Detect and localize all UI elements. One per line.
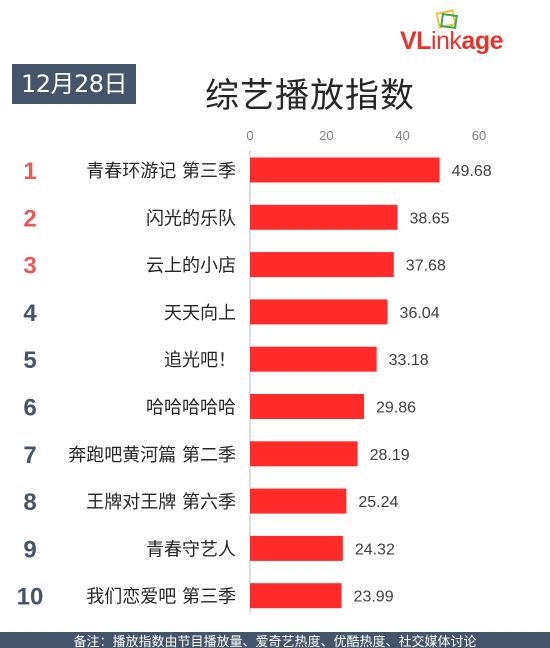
category-label: 奔跑吧黄河篇 第二季 (68, 445, 236, 466)
data-label: 29.86 (376, 400, 416, 417)
chart-title: 综艺播放指数 (205, 76, 415, 116)
bar (250, 583, 342, 609)
data-label: 25.24 (358, 494, 398, 511)
x-tick-label: 0 (246, 128, 253, 143)
data-label: 49.68 (452, 163, 492, 180)
bar (250, 346, 377, 372)
category-label: 青春守艺人 (146, 539, 236, 560)
x-tick-label: 40 (395, 128, 409, 143)
logo-mark-icon (435, 9, 458, 30)
footer-note: 备注：播放指数由节目播放量、爱奇艺热度、优酷热度、社交媒体讨论 (0, 632, 550, 648)
rank-number: 7 (23, 442, 36, 469)
rank-number: 10 (17, 584, 44, 611)
rank-number: 2 (23, 205, 36, 232)
category-label: 王牌对王牌 第六季 (86, 492, 236, 513)
bar (250, 299, 388, 325)
date-badge: 12月28日 (12, 64, 136, 104)
rank-number: 5 (23, 347, 36, 374)
category-label: 闪光的乐队 (146, 208, 236, 229)
category-label: 青春环游记 第三季 (86, 161, 236, 182)
bar (250, 157, 440, 183)
rank-number: 1 (23, 158, 36, 185)
data-label: 33.18 (389, 352, 429, 369)
data-label: 28.19 (370, 447, 410, 464)
rank-number: 6 (23, 395, 36, 422)
data-label: 23.99 (354, 589, 394, 606)
bar (250, 535, 343, 561)
rank-number: 9 (23, 536, 36, 563)
bar (250, 204, 398, 230)
data-label: 37.68 (406, 258, 446, 275)
bar (250, 252, 394, 278)
bar (250, 441, 358, 467)
logo-text: VLinkage (400, 27, 504, 55)
bar (250, 394, 364, 419)
data-label: 38.65 (410, 210, 450, 227)
bar (250, 488, 347, 514)
data-label: 24.32 (355, 541, 395, 558)
data-label: 36.04 (400, 305, 440, 322)
bar-chart: 0 20 40 60 1 青春环游记 第三季 49.68 2 闪光的乐队 38.65 3 云上的小店 3… (17, 128, 492, 614)
category-label: 我们恋爱吧 第三季 (86, 586, 236, 608)
category-label: 哈哈哈哈哈 (146, 398, 236, 419)
category-label: 云上的小店 (146, 256, 236, 277)
rank-number: 4 (23, 300, 37, 327)
category-label: 追光吧！ (164, 350, 236, 371)
x-tick-label: 60 (472, 128, 486, 143)
rank-number: 8 (23, 489, 36, 516)
category-label: 天天向上 (164, 303, 236, 324)
rank-number: 3 (23, 253, 36, 280)
vlinkage-logo: VLinkage (400, 8, 530, 58)
x-tick-label: 20 (319, 128, 333, 143)
